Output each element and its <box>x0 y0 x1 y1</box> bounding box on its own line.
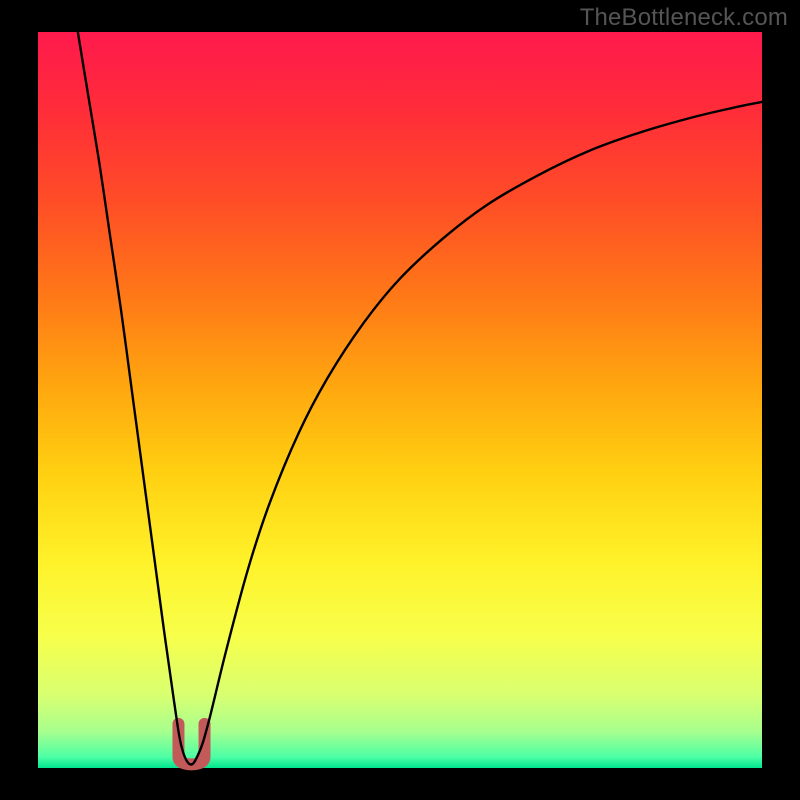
bottleneck-plot-svg <box>0 0 800 800</box>
plot-background <box>38 32 762 768</box>
watermark-text: TheBottleneck.com <box>580 4 788 32</box>
chart-stage: TheBottleneck.com <box>0 0 800 800</box>
